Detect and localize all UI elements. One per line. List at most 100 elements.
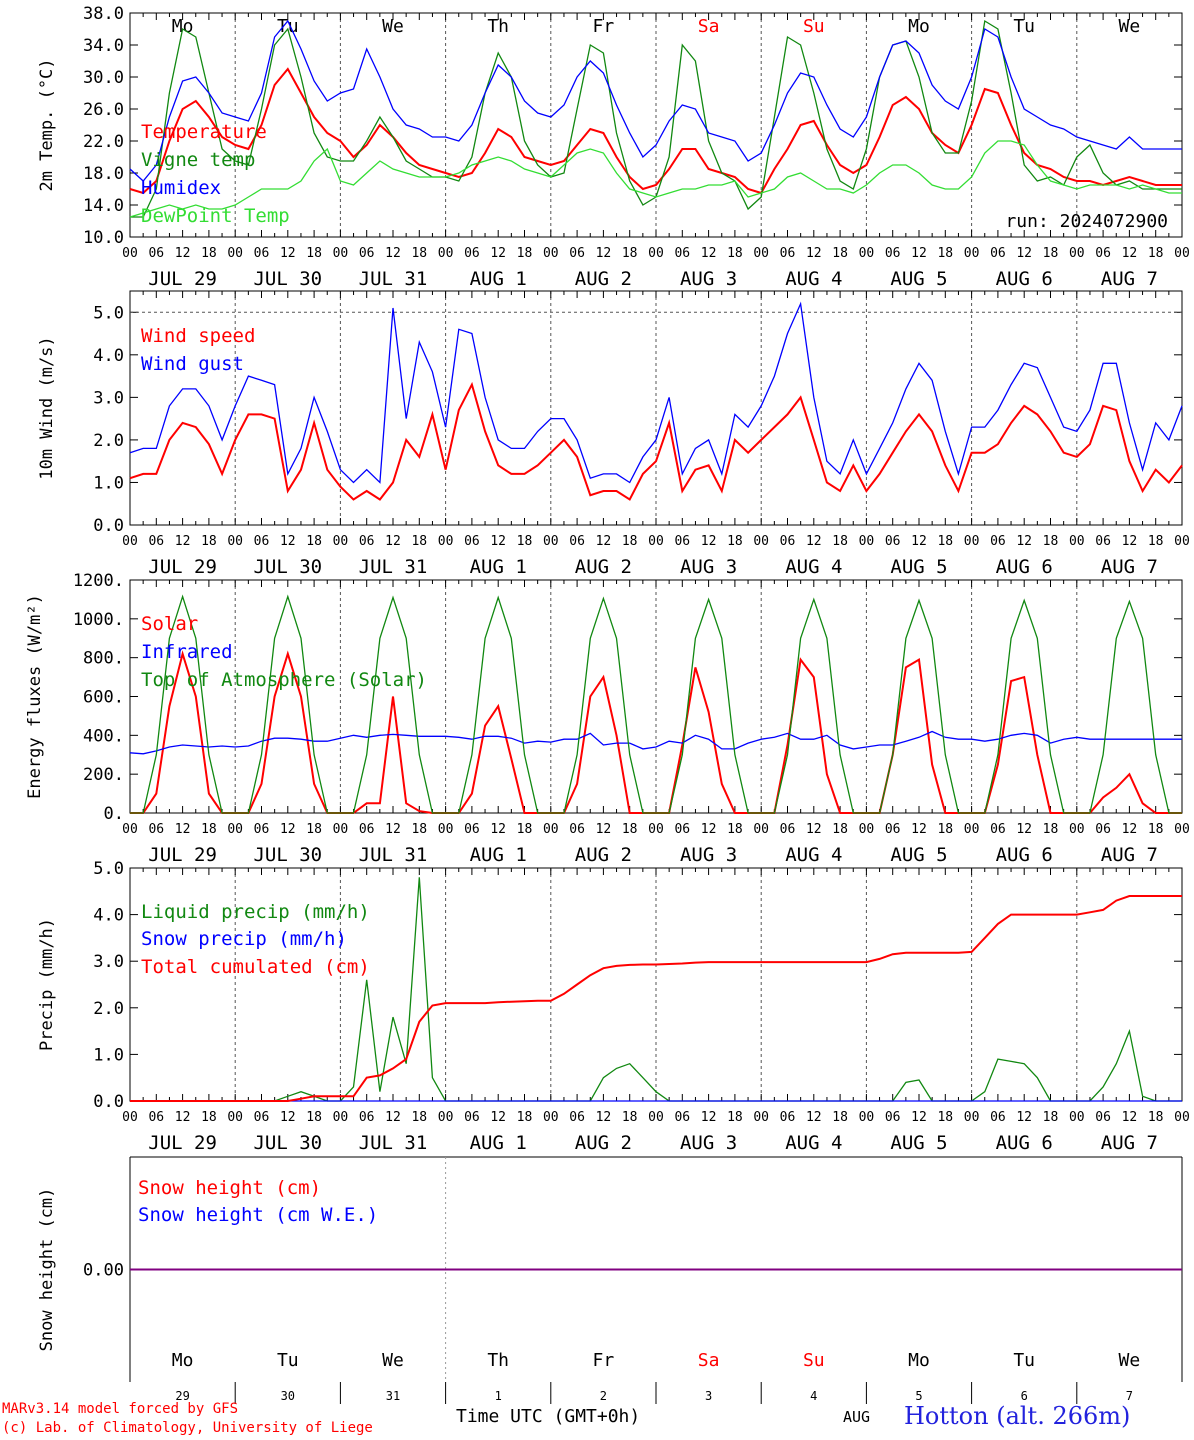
weekday-label: Tu xyxy=(277,1350,299,1371)
hour-tick-label: 12 xyxy=(1122,1110,1138,1125)
hour-tick-label: 00 xyxy=(122,1110,138,1125)
hour-tick-label: 06 xyxy=(464,246,480,261)
y-axis-label: Precip (mm/h) xyxy=(37,918,57,1051)
hour-tick-label: 06 xyxy=(569,534,585,549)
hour-tick-label: 12 xyxy=(701,534,717,549)
weekday-label: Mo xyxy=(172,1350,194,1371)
hour-tick-label: 18 xyxy=(411,822,427,837)
hour-tick-label: 12 xyxy=(911,246,927,261)
hour-tick-label: 06 xyxy=(254,1110,270,1125)
hour-tick-label: 00 xyxy=(648,822,664,837)
hour-tick-label: 06 xyxy=(359,822,375,837)
hour-tick-label: 00 xyxy=(438,534,454,549)
hour-tick-label: 06 xyxy=(1095,534,1111,549)
hour-tick-label: 00 xyxy=(753,822,769,837)
hour-tick-label: 06 xyxy=(1095,246,1111,261)
hour-tick-label: 06 xyxy=(148,822,164,837)
series-line xyxy=(130,895,1182,1102)
hour-tick-label: 12 xyxy=(385,246,401,261)
hour-tick-label: 06 xyxy=(990,246,1006,261)
hour-tick-label: 06 xyxy=(464,822,480,837)
hour-tick-label: 00 xyxy=(333,1110,349,1125)
hour-tick-label: 00 xyxy=(859,1110,875,1125)
hour-tick-label: 18 xyxy=(1043,246,1059,261)
weekday-label: Su xyxy=(803,1350,825,1371)
day-label: AUG 1 xyxy=(470,268,527,290)
hour-tick-label: 18 xyxy=(1043,822,1059,837)
legend-entry: Liquid precip (mm/h) xyxy=(141,901,370,923)
legend-entry: Temperature xyxy=(141,121,267,143)
weekday-label: Fr xyxy=(593,1350,615,1371)
day-label: AUG 5 xyxy=(890,556,947,578)
series-line xyxy=(129,19,1182,182)
hour-tick-label: 06 xyxy=(569,246,585,261)
hour-tick-label: 06 xyxy=(885,534,901,549)
hour-tick-label: 12 xyxy=(1016,822,1032,837)
y-tick-label: 3.0 xyxy=(93,952,124,972)
day-label: AUG 3 xyxy=(680,844,737,866)
day-number: 3 xyxy=(705,1389,712,1403)
hour-tick-label: 06 xyxy=(990,1110,1006,1125)
hour-tick-label: 18 xyxy=(937,1110,953,1125)
day-number: 30 xyxy=(281,1389,295,1403)
day-label: AUG 1 xyxy=(470,556,527,578)
day-label: AUG 4 xyxy=(785,268,842,290)
y-tick-label: 0. xyxy=(104,804,124,824)
hour-tick-label: 18 xyxy=(1148,822,1164,837)
hour-tick-label: 18 xyxy=(306,534,322,549)
y-tick-label: 38.0 xyxy=(83,4,124,24)
panel-wind: 0.0 1.0 2.0 3.0 4.0 5.0 10m Wind (m/s) 00 06 12 18… xyxy=(37,290,1190,578)
y-tick-label: 14.0 xyxy=(83,196,124,216)
y-tick-label: 200. xyxy=(83,765,124,785)
footer-month: AUG xyxy=(843,1408,871,1426)
y-tick-label: 2.0 xyxy=(93,999,124,1019)
weekday-label: Mo xyxy=(908,1350,930,1371)
series-line xyxy=(130,594,1182,814)
hour-tick-label: 06 xyxy=(569,1110,585,1125)
hour-tick-label: 06 xyxy=(148,534,164,549)
hour-tick-label: 00 xyxy=(964,822,980,837)
weekday-label: We xyxy=(1119,1350,1141,1371)
lab-credit: (c) Lab. of Climatology, University of L… xyxy=(2,1420,373,1436)
hour-tick-label: 12 xyxy=(280,822,296,837)
weekday-label: Th xyxy=(487,1350,509,1371)
hour-tick-label: 06 xyxy=(674,822,690,837)
legend-entry: Humidex xyxy=(141,177,221,199)
hour-tick-label: 12 xyxy=(596,822,612,837)
hour-tick-label: 00 xyxy=(333,822,349,837)
y-tick-label: 22.0 xyxy=(83,132,124,152)
hour-tick-label: 12 xyxy=(806,822,822,837)
y-tick-label: 4.0 xyxy=(93,906,124,926)
hour-tick-label: 06 xyxy=(1095,822,1111,837)
panel-precip: 0.0 1.0 2.0 3.0 4.0 5.0 Precip (mm/h) 00 06 12 18 0… xyxy=(37,859,1190,1154)
hour-tick-label: 18 xyxy=(1148,1110,1164,1125)
x-axis-title: Time UTC (GMT+0h) xyxy=(456,1406,641,1427)
day-label: AUG 4 xyxy=(785,844,842,866)
hour-tick-label: 18 xyxy=(201,822,217,837)
day-label: AUG 6 xyxy=(996,844,1053,866)
day-number: 7 xyxy=(1126,1389,1133,1403)
day-number: 1 xyxy=(495,1389,502,1403)
hour-tick-label: 12 xyxy=(280,1110,296,1125)
weekday-label: Sa xyxy=(698,1350,720,1371)
hour-tick-label: 18 xyxy=(201,534,217,549)
hour-tick-label: 06 xyxy=(990,822,1006,837)
hour-tick-label: 18 xyxy=(937,822,953,837)
y-tick-label: 1000. xyxy=(73,610,124,630)
hour-tick-label: 06 xyxy=(464,1110,480,1125)
hour-tick-label: 06 xyxy=(780,1110,796,1125)
hour-tick-label: 12 xyxy=(385,822,401,837)
hour-tick-label: 00 xyxy=(543,246,559,261)
hour-tick-label: 12 xyxy=(175,822,191,837)
day-label: AUG 7 xyxy=(1101,1132,1158,1154)
weekday-label: Sa xyxy=(698,16,720,37)
hour-tick-label: 18 xyxy=(727,822,743,837)
y-tick-label: 2.0 xyxy=(93,431,124,451)
hour-tick-label: 00 xyxy=(1174,246,1190,261)
day-label: AUG 5 xyxy=(890,1132,947,1154)
hour-tick-label: 06 xyxy=(569,822,585,837)
hour-tick-label: 00 xyxy=(859,246,875,261)
hour-tick-label: 00 xyxy=(859,534,875,549)
hour-tick-label: 18 xyxy=(622,534,638,549)
